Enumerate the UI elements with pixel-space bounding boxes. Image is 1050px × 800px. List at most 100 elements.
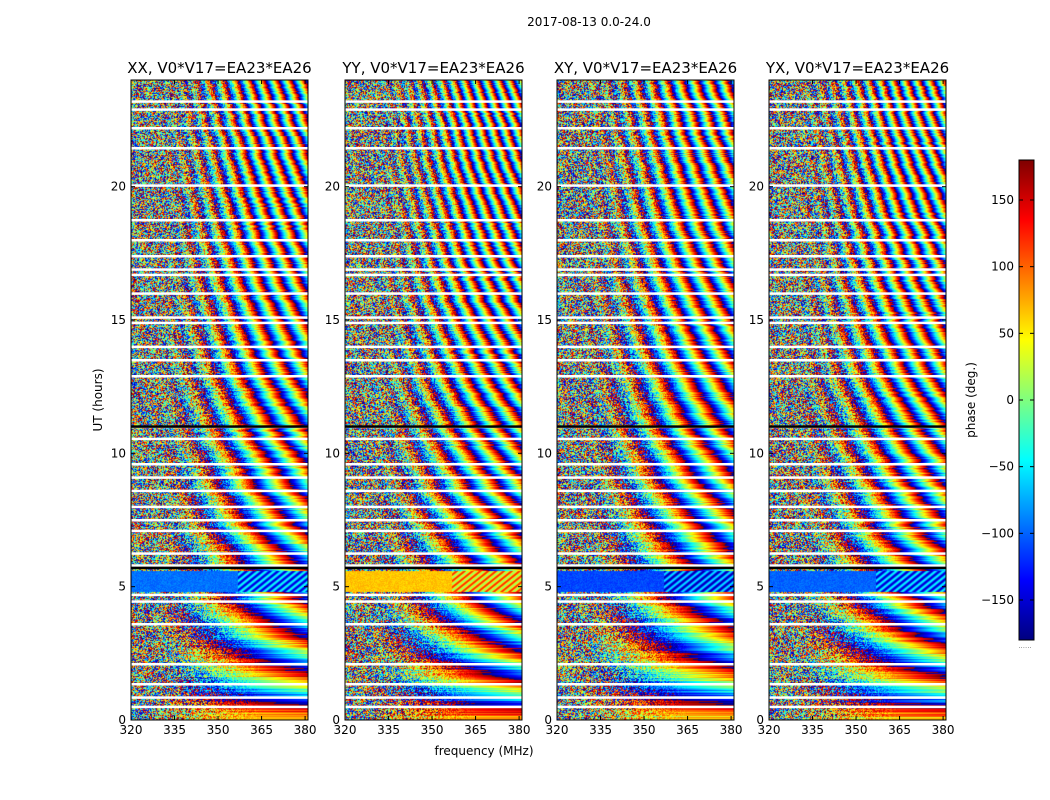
colorbar-label: phase (deg.)	[964, 362, 978, 438]
flagged-row	[769, 219, 946, 222]
y-tick-label: 15	[537, 313, 552, 327]
flagged-row	[769, 552, 946, 555]
flagged-row	[345, 100, 522, 103]
flagged-row	[345, 505, 522, 509]
flagged-row	[769, 359, 946, 362]
flagged-row	[557, 292, 734, 295]
x-tick-label: 320	[758, 723, 781, 737]
y-tick-label: 0	[544, 713, 552, 727]
flagged-row	[557, 564, 734, 567]
flagged-row	[345, 184, 522, 187]
flagged-row	[769, 147, 946, 150]
flagged-row	[769, 184, 946, 187]
x-tick-label: 335	[377, 723, 400, 737]
flagged-row	[557, 316, 734, 319]
flagged-row	[769, 696, 946, 699]
x-tick-label: 350	[207, 723, 230, 737]
colorbar: −150 −100 −50 0 50 100 150	[981, 159, 1035, 641]
flagged-row	[557, 100, 734, 103]
flagged-row	[557, 663, 734, 666]
flagged-row	[131, 147, 308, 150]
flagged-row	[345, 239, 522, 242]
flagged-row	[769, 683, 946, 686]
flagged-row	[131, 375, 308, 378]
x-tick-label: 380	[294, 723, 317, 737]
y-tick-label: 10	[749, 446, 764, 460]
flagged-row	[345, 437, 522, 441]
panel-frame	[556, 79, 735, 721]
x-tick-label: 350	[633, 723, 656, 737]
flagged-row	[131, 505, 308, 509]
x-tick-label: 365	[888, 723, 911, 737]
flagged-row	[345, 705, 522, 709]
panel-3: YX, V0*V17=EA23*EA26 320 335 350 365 380 0 5 10 1…	[749, 59, 955, 737]
flagged-row	[769, 255, 946, 258]
x-tick-label: 380	[720, 723, 743, 737]
flagged-row	[345, 519, 522, 522]
y-tick-label: 5	[332, 580, 340, 594]
flagged-row	[131, 316, 308, 319]
gap-line	[345, 425, 522, 428]
flagged-row	[131, 683, 308, 686]
flagged-row	[769, 489, 946, 493]
colorbar-tick-label: −150	[981, 593, 1014, 607]
flagged-row	[557, 375, 734, 378]
flagged-row	[345, 529, 522, 533]
gap-line	[557, 566, 734, 570]
flagged-row	[345, 696, 522, 699]
flagged-row	[131, 292, 308, 295]
flagged-row	[557, 108, 734, 111]
y-tick-label: 15	[111, 313, 126, 327]
x-axis-label: frequency (MHz)	[434, 744, 533, 758]
flagged-row	[769, 273, 946, 277]
flagged-row	[557, 147, 734, 150]
flagged-row	[769, 268, 946, 271]
panel-1: YY, V0*V17=EA23*EA26 320 335 350 365 380 0 5 10 1…	[325, 59, 531, 737]
gap-line	[131, 425, 308, 428]
x-tick-label: 380	[508, 723, 531, 737]
flagged-row	[131, 219, 308, 222]
flagged-row	[345, 345, 522, 349]
flagged-row	[131, 552, 308, 555]
flagged-row	[131, 184, 308, 187]
y-tick-label: 5	[544, 580, 552, 594]
flagged-row	[769, 100, 946, 103]
flagged-row	[769, 505, 946, 509]
flagged-row	[131, 705, 308, 709]
flagged-row	[769, 108, 946, 111]
flagged-row	[557, 268, 734, 271]
flagged-row	[769, 463, 946, 466]
flagged-row	[557, 239, 734, 242]
flagged-row	[769, 345, 946, 349]
panel-0: XX, V0*V17=EA23*EA26 320 335 350 365 380 0 5 10 1…	[111, 59, 317, 737]
flagged-row	[557, 489, 734, 493]
x-tick-label: 335	[801, 723, 824, 737]
flagged-row	[345, 375, 522, 378]
flagged-row	[131, 623, 308, 626]
figure-suptitle: 2017-08-13 0.0-24.0	[527, 15, 651, 29]
panel-2: XY, V0*V17=EA23*EA26 320 335 350 365 380 0 5 10 1…	[537, 59, 743, 737]
y-tick-label: 0	[756, 713, 764, 727]
y-tick-label: 10	[325, 446, 340, 460]
flagged-row	[345, 552, 522, 555]
flagged-row	[557, 529, 734, 533]
x-tick-label: 320	[546, 723, 569, 737]
flagged-row	[769, 476, 946, 479]
flagged-row	[557, 705, 734, 709]
flagged-row	[557, 321, 734, 325]
flagged-row	[769, 663, 946, 666]
x-tick-label: 365	[676, 723, 699, 737]
flagged-row	[557, 463, 734, 466]
y-tick-label: 0	[118, 713, 126, 727]
flagged-row	[769, 593, 946, 597]
flagged-row	[345, 147, 522, 150]
flagged-row	[769, 292, 946, 295]
flagged-row	[345, 600, 522, 603]
panel-frame	[768, 79, 947, 721]
flagged-row	[769, 316, 946, 319]
y-axis-label: UT (hours)	[91, 368, 105, 431]
colorbar-footnote: ......	[1018, 642, 1031, 650]
x-tick-label: 365	[464, 723, 487, 737]
flagged-row	[557, 255, 734, 258]
flagged-row	[345, 489, 522, 493]
